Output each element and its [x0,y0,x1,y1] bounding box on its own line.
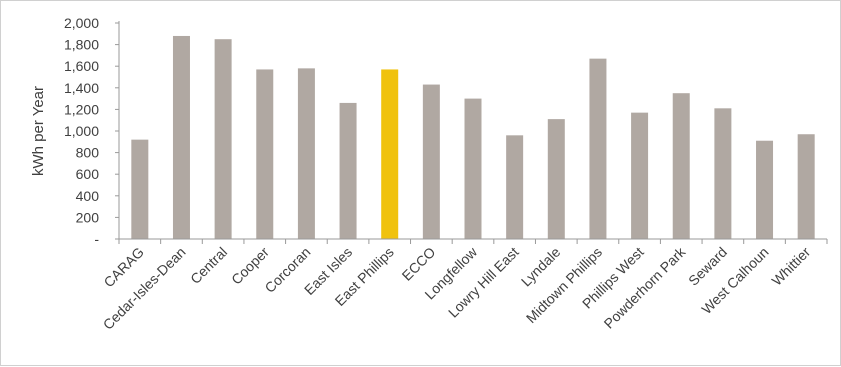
bar [589,58,607,239]
y-tick-label: 1,600 [64,58,99,74]
x-category-label: ECCO [399,244,439,284]
y-tick-label: 2,000 [64,15,99,31]
y-tick-label: 400 [76,188,100,204]
bar [756,140,774,239]
bar [797,134,815,239]
x-category-label: Central [187,244,230,287]
y-tick-label: 600 [76,166,100,182]
y-tick-label: 1,400 [64,80,99,96]
bars [131,35,815,240]
bar [714,108,732,239]
bar [297,68,315,239]
y-tick-label: 200 [76,209,100,225]
bar [464,98,482,239]
bar [547,119,565,239]
bar [506,135,524,239]
bar [672,93,690,239]
y-axis-ticks: - 200 400 600 800 1,000 1,200 1,400 1,600 1,800 2,… [64,15,119,247]
x-category-label: Whittier [768,244,813,289]
bar [631,112,649,239]
x-axis-tick-marks [118,239,828,244]
bar [131,139,149,239]
x-axis-category-labels: CARAGCedar-Isles-DeanCentralCooperCorcor… [100,243,814,333]
bar [172,35,190,240]
y-tick-label: 800 [76,145,100,161]
y-tick-label: 1,000 [64,123,99,139]
y-tick-label: 1,200 [64,101,99,117]
y-axis-title: kWh per Year [30,86,47,176]
bar [214,39,232,240]
bar [256,69,274,239]
y-tick-label: - [94,231,99,247]
x-category-label: Midtown Phillips [523,244,605,326]
y-tick-label: 1,800 [64,37,99,53]
bar [422,84,440,239]
bar-highlighted [381,69,399,239]
bar [339,102,357,239]
